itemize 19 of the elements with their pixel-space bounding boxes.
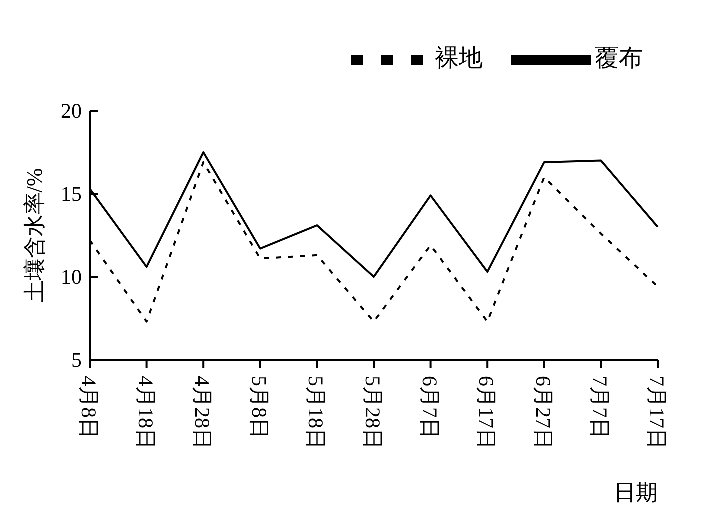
y-tick-label: 10 bbox=[61, 265, 82, 289]
x-tick-label: 6月7日 bbox=[418, 376, 442, 439]
y-tick-label: 5 bbox=[72, 348, 82, 372]
y-tick-label: 15 bbox=[61, 182, 82, 206]
x-tick-label: 4月18日 bbox=[134, 376, 158, 450]
legend-label: 覆布 bbox=[595, 46, 643, 72]
x-tick-label: 7月17日 bbox=[645, 376, 669, 450]
x-tick-label: 5月28日 bbox=[361, 376, 385, 450]
x-tick-label: 5月18日 bbox=[304, 376, 328, 450]
x-tick-label: 5月8日 bbox=[247, 376, 272, 439]
y-axis-title: 土壤含水率/% bbox=[22, 168, 47, 303]
x-axis-title: 日期 bbox=[614, 480, 658, 505]
x-tick-label: 4月28日 bbox=[190, 376, 215, 450]
legend-label: 裸地 bbox=[435, 46, 483, 72]
y-tick-label: 20 bbox=[61, 99, 82, 123]
x-tick-label: 6月27日 bbox=[531, 376, 556, 450]
x-tick-label: 7月7日 bbox=[588, 376, 612, 439]
x-tick-label: 6月17日 bbox=[474, 376, 499, 450]
x-tick-label: 4月8日 bbox=[77, 376, 101, 439]
